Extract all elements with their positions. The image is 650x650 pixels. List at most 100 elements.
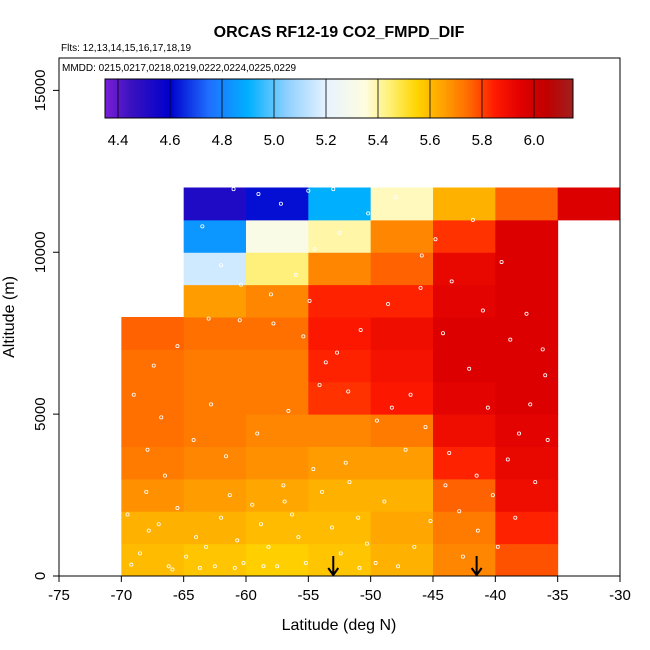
sample-point	[255, 431, 260, 436]
heat-cell	[495, 478, 559, 512]
down-arrow-marker	[470, 556, 483, 577]
heat-cell	[495, 252, 559, 286]
sample-point	[540, 347, 545, 352]
sample-point	[131, 392, 136, 397]
sample-point	[138, 551, 143, 556]
sample-point	[166, 564, 171, 569]
heat-cell	[370, 381, 434, 415]
colorbar	[104, 78, 574, 119]
sample-point	[301, 334, 306, 339]
sample-point	[499, 259, 504, 264]
sample-point	[275, 564, 280, 569]
heat-cell	[246, 284, 309, 318]
heat-cell	[121, 543, 185, 577]
heat-cell	[121, 478, 185, 512]
heat-cell	[183, 446, 247, 480]
sample-point	[296, 535, 301, 540]
sample-point	[447, 450, 452, 455]
heat-cell	[495, 446, 559, 480]
colorbar-tick-label: 4.8	[212, 132, 233, 149]
heat-cell	[121, 381, 185, 415]
sample-points	[125, 187, 550, 572]
heat-cell	[246, 478, 309, 512]
flights-note: Flts: 12,13,14,15,16,17,18,19	[61, 43, 192, 54]
heat-cell	[308, 381, 372, 415]
heat-cell	[370, 414, 434, 447]
sample-point	[159, 415, 164, 420]
sample-point	[343, 460, 348, 465]
sample-point	[374, 418, 379, 423]
sample-point	[338, 551, 343, 556]
sample-point	[146, 528, 151, 533]
heat-cell	[370, 478, 434, 512]
sample-point	[533, 480, 538, 485]
sample-point	[545, 438, 550, 443]
colorbar-tick-label: 4.6	[160, 132, 181, 149]
x-tick-label: -40	[484, 587, 506, 604]
heat-cell	[183, 252, 247, 286]
colorbar-tick-label: 5.2	[316, 132, 337, 149]
colorbar-tick-label: 4.4	[108, 132, 129, 149]
sample-point	[303, 561, 308, 566]
heat-cell	[370, 349, 434, 383]
sample-point	[364, 541, 369, 546]
sample-point	[206, 316, 211, 321]
sample-point	[129, 562, 134, 567]
sample-point	[170, 567, 175, 572]
sample-point	[250, 502, 255, 507]
heat-cell	[246, 187, 309, 221]
heat-cell	[370, 317, 434, 350]
heat-cell	[183, 219, 247, 253]
sample-point	[156, 522, 161, 527]
heat-cell	[183, 187, 247, 221]
sample-point	[212, 564, 217, 569]
sample-point	[419, 253, 424, 258]
sample-point	[286, 408, 291, 413]
sample-point	[317, 382, 322, 387]
heat-cell	[246, 349, 309, 383]
heat-cell	[495, 187, 559, 221]
heat-cell	[433, 349, 496, 383]
heat-cell	[121, 317, 185, 350]
heat-cell	[433, 446, 496, 480]
sample-point	[278, 201, 283, 206]
heat-cell	[495, 381, 559, 415]
sample-point	[449, 279, 454, 284]
heat-cell	[121, 349, 185, 383]
sample-point	[271, 321, 276, 326]
plot-frame	[58, 57, 621, 577]
heat-cell	[495, 543, 559, 577]
sample-point	[366, 211, 371, 216]
sample-point	[393, 195, 398, 200]
sample-point	[241, 561, 246, 566]
sample-point	[320, 489, 325, 494]
heat-cell	[308, 478, 372, 512]
x-tick-label: -55	[297, 587, 319, 604]
heat-cell	[495, 219, 559, 253]
sample-point	[144, 489, 149, 494]
sample-point	[428, 518, 433, 523]
sample-point	[145, 447, 150, 452]
heat-cell	[495, 414, 559, 447]
x-tick-label: -75	[48, 587, 70, 604]
sample-point	[403, 447, 408, 452]
heat-cell	[183, 381, 247, 415]
sample-point	[175, 344, 180, 349]
heat-cell	[246, 543, 309, 577]
colorbar-tick-label: 5.0	[264, 132, 285, 149]
sample-point	[543, 373, 548, 378]
sample-point	[258, 522, 263, 527]
heat-cell	[183, 284, 247, 318]
heat-cell	[370, 187, 434, 221]
colorbar-tick-label: 6.0	[524, 132, 545, 149]
sample-point	[268, 292, 273, 297]
sample-point	[200, 224, 205, 229]
sample-point	[440, 331, 445, 336]
heat-cell	[246, 317, 309, 350]
sample-point	[485, 405, 490, 410]
sample-point	[256, 191, 261, 196]
heat-cell	[121, 414, 185, 447]
heat-cell	[433, 187, 496, 221]
heat-cell	[308, 543, 372, 577]
